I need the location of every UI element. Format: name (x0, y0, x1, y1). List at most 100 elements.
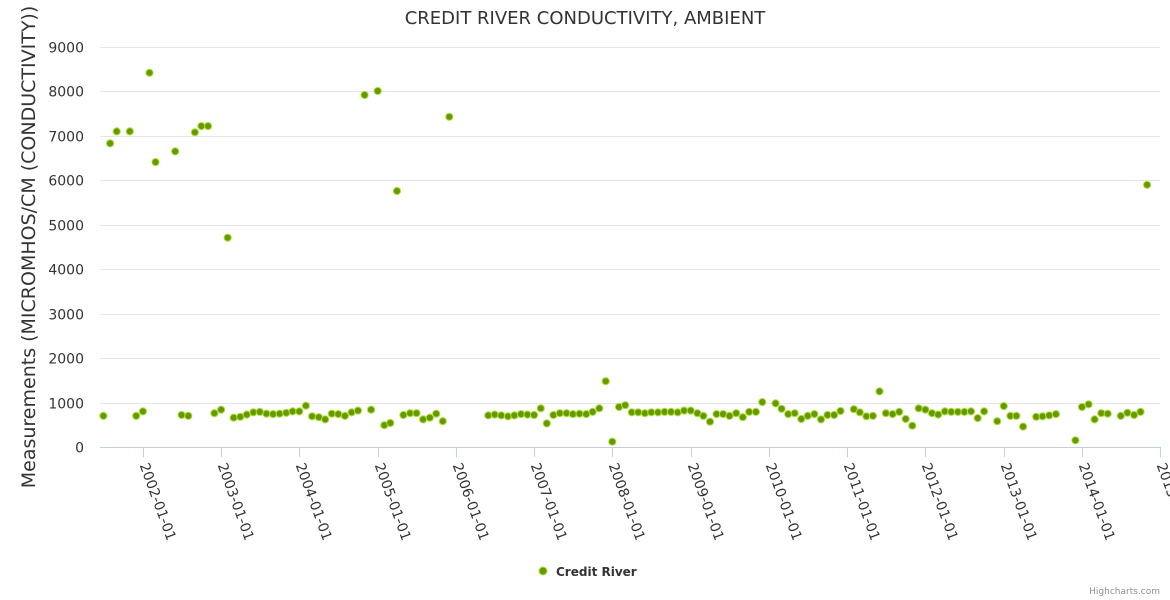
data-point[interactable] (353, 406, 363, 415)
data-point[interactable] (901, 414, 910, 424)
data-point[interactable] (138, 407, 147, 416)
data-point[interactable] (908, 421, 917, 430)
legend-label[interactable]: Credit River (556, 565, 637, 579)
data-point[interactable] (145, 68, 154, 77)
data-point[interactable] (210, 409, 219, 418)
data-point[interactable] (340, 411, 349, 420)
data-point[interactable] (855, 408, 864, 417)
data-point[interactable] (1090, 415, 1099, 424)
series-credit-river[interactable] (99, 68, 1152, 446)
data-point[interactable] (836, 406, 845, 416)
data-point[interactable] (999, 402, 1008, 411)
data-point[interactable] (190, 128, 199, 137)
data-point[interactable] (125, 127, 134, 136)
data-point[interactable] (399, 410, 408, 420)
data-point[interactable] (99, 411, 108, 420)
data-point[interactable] (412, 409, 421, 418)
data-point[interactable] (790, 409, 799, 418)
data-point[interactable] (588, 407, 597, 416)
data-point[interactable] (132, 411, 141, 420)
data-point[interactable] (771, 399, 780, 408)
data-point[interactable] (777, 404, 786, 413)
data-point[interactable] (816, 415, 826, 424)
data-point[interactable] (758, 398, 767, 407)
data-point[interactable] (966, 407, 976, 416)
data-point[interactable] (530, 410, 539, 420)
data-point[interactable] (1136, 407, 1145, 416)
data-point[interactable] (875, 387, 884, 396)
data-point[interactable] (575, 409, 584, 418)
data-point[interactable] (608, 437, 617, 446)
data-point[interactable] (184, 411, 193, 420)
data-point[interactable] (705, 417, 715, 426)
legend[interactable]: Credit River (538, 565, 637, 579)
data-point[interactable] (725, 411, 734, 420)
data-point[interactable] (1123, 408, 1132, 417)
data-point[interactable] (993, 417, 1002, 426)
data-point[interactable] (255, 407, 264, 416)
data-point[interactable] (510, 411, 519, 420)
data-point[interactable] (732, 409, 741, 418)
data-point[interactable] (203, 122, 213, 131)
data-point[interactable] (810, 410, 819, 419)
data-point[interactable] (308, 412, 317, 421)
data-point[interactable] (432, 409, 441, 418)
data-point[interactable] (367, 405, 376, 414)
data-point[interactable] (536, 404, 545, 413)
data-point[interactable] (738, 413, 747, 422)
data-point[interactable] (151, 158, 160, 167)
data-point[interactable] (392, 186, 402, 196)
data-point[interactable] (1012, 411, 1021, 420)
data-point[interactable] (830, 410, 839, 420)
data-point[interactable] (1130, 410, 1139, 420)
data-point[interactable] (1084, 400, 1093, 409)
data-point[interactable] (745, 407, 754, 416)
data-point[interactable] (973, 414, 982, 423)
data-point[interactable] (1103, 409, 1112, 418)
data-point[interactable] (1071, 436, 1080, 445)
data-point[interactable] (751, 407, 761, 416)
data-point[interactable] (490, 410, 499, 419)
data-point[interactable] (895, 407, 904, 416)
data-point[interactable] (980, 407, 989, 416)
data-point[interactable] (1019, 422, 1028, 431)
data-point[interactable] (106, 139, 115, 148)
data-point[interactable] (803, 411, 812, 420)
data-point[interactable] (934, 410, 943, 419)
data-point[interactable] (177, 410, 186, 420)
data-point[interactable] (217, 405, 226, 414)
data-point[interactable] (373, 86, 382, 96)
data-point[interactable] (601, 377, 610, 386)
data-point[interactable] (419, 415, 428, 424)
data-point[interactable] (868, 411, 878, 420)
data-point[interactable] (223, 233, 232, 242)
data-point[interactable] (686, 406, 695, 415)
data-point[interactable] (425, 413, 434, 422)
data-point[interactable] (1143, 180, 1152, 189)
data-point[interactable] (1116, 411, 1125, 420)
data-point[interactable] (438, 417, 447, 426)
data-point[interactable] (497, 411, 506, 420)
credits-link[interactable]: Highcharts.com (1089, 587, 1160, 597)
data-point[interactable] (555, 409, 564, 418)
data-point[interactable] (666, 407, 676, 416)
data-point[interactable] (595, 404, 604, 413)
data-point[interactable] (647, 408, 656, 417)
data-point[interactable] (1038, 412, 1047, 421)
data-point[interactable] (386, 418, 395, 428)
data-point[interactable] (1045, 411, 1054, 420)
data-point[interactable] (914, 404, 923, 413)
data-point[interactable] (797, 414, 806, 424)
data-point[interactable] (295, 407, 304, 416)
data-point[interactable] (112, 127, 121, 136)
data-point[interactable] (171, 147, 180, 156)
data-point[interactable] (334, 410, 343, 419)
data-point[interactable] (921, 405, 930, 414)
data-point[interactable] (445, 112, 454, 121)
data-point[interactable] (1051, 410, 1061, 419)
data-point[interactable] (360, 90, 369, 100)
data-point[interactable] (634, 408, 643, 417)
data-point[interactable] (960, 407, 969, 416)
data-point[interactable] (229, 413, 238, 422)
data-point[interactable] (699, 411, 708, 420)
